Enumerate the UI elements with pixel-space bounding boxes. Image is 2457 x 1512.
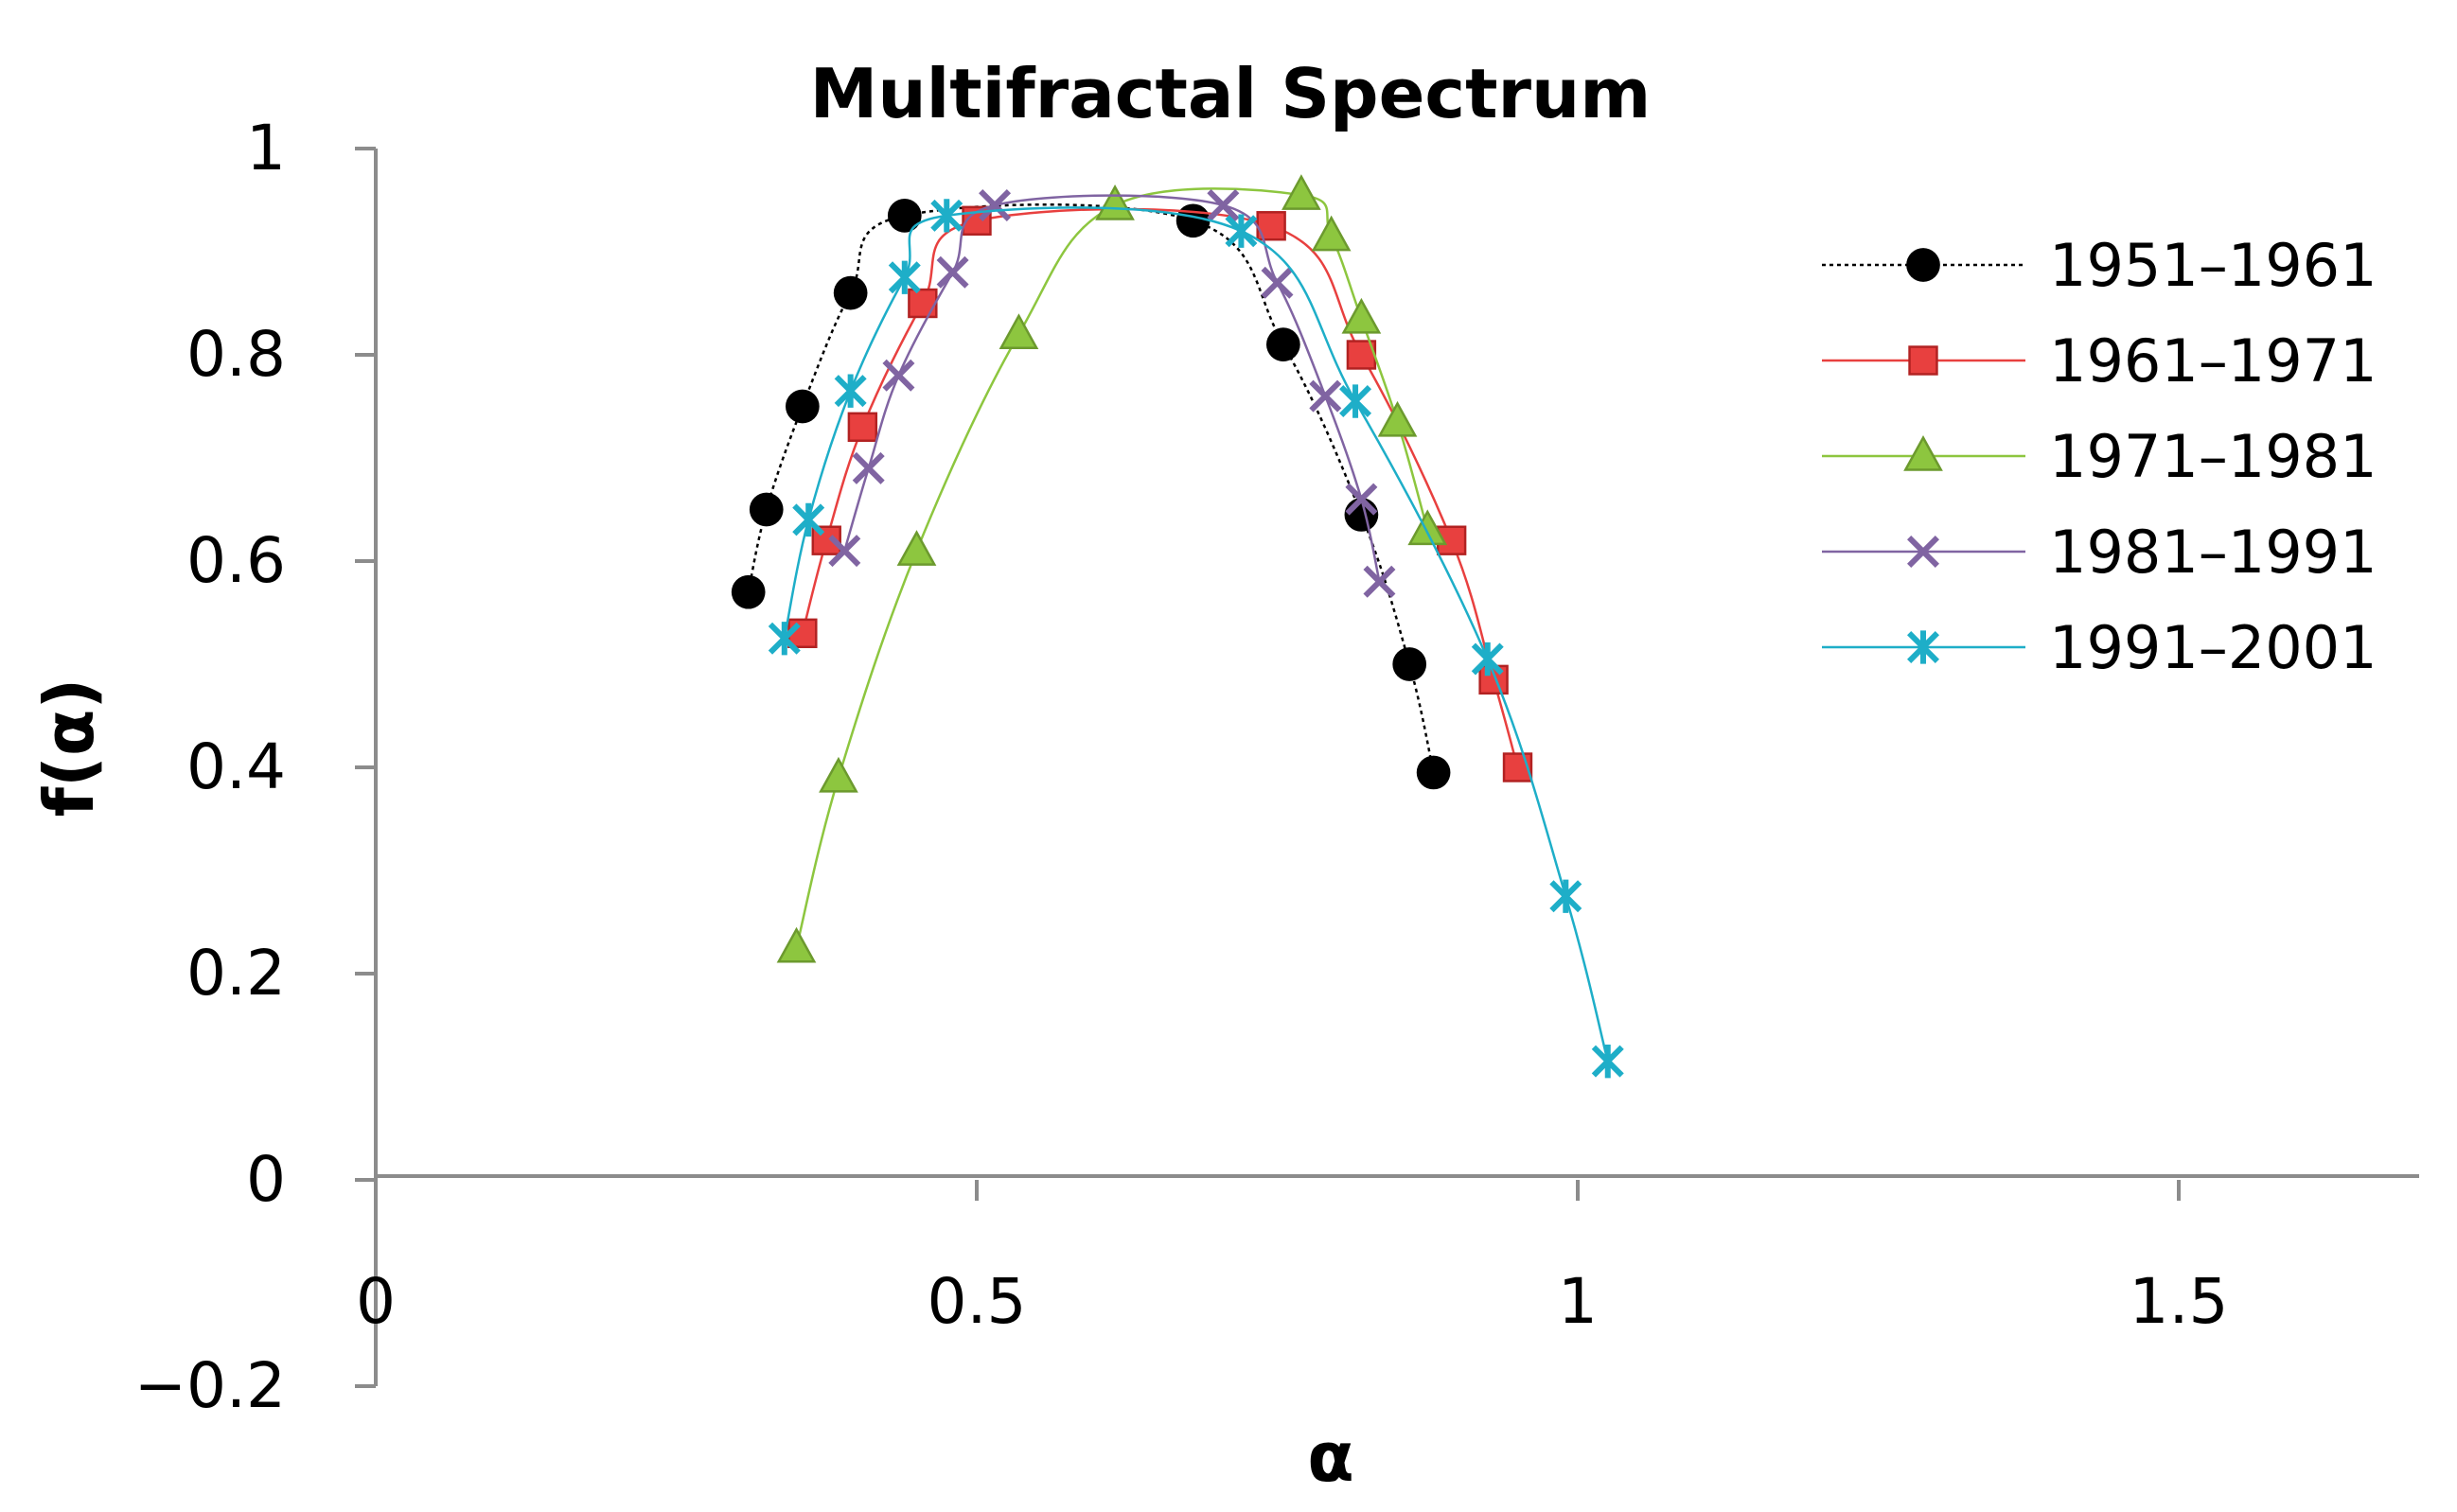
y-tick-label: 0.4 (186, 730, 286, 803)
y-tick-label: −0.2 (134, 1349, 286, 1422)
data-point (1416, 755, 1451, 790)
x-tick-label: 0.5 (928, 1265, 1027, 1338)
data-point (1436, 525, 1467, 555)
legend-label: 1971–1981 (2049, 422, 2377, 491)
data-point (786, 389, 820, 424)
data-point (1282, 174, 1321, 210)
y-tick-label: 0.2 (186, 937, 286, 1010)
x-tick-label: 1.5 (2130, 1265, 2229, 1338)
y-tick-label: 0 (246, 1143, 286, 1216)
legend-marker (1903, 435, 1943, 471)
legend-item: 1981–1991 (1822, 518, 2377, 587)
plot-area: −0.2 0 0.2 0.4 0.6 0.8 1 0 0.5 1 1.5 (134, 112, 2419, 1422)
series-line (801, 207, 1519, 768)
x-axis-label: α (1307, 1417, 1353, 1497)
legend-item: 1971–1981 (1822, 422, 2377, 491)
data-point (908, 288, 938, 319)
legend-label: 1981–1991 (2049, 518, 2377, 587)
series-1971-1981 (776, 174, 1448, 963)
data-point (1478, 664, 1509, 695)
data-point (1471, 642, 1504, 677)
y-tick-label: 1 (246, 112, 286, 185)
data-point (731, 574, 766, 609)
y-axis-ticks: −0.2 0 0.2 0.4 0.6 0.8 1 (134, 112, 376, 1422)
legend-marker (1908, 345, 1938, 376)
data-point (896, 530, 937, 566)
series-1991-2001 (768, 199, 1624, 1079)
data-point (1261, 266, 1294, 299)
data-point (1591, 1044, 1624, 1079)
data-point (749, 492, 784, 527)
x-tick-label: 0 (356, 1265, 396, 1338)
data-point (776, 926, 817, 963)
data-point (834, 374, 867, 408)
data-point (887, 199, 922, 233)
data-point (936, 255, 969, 289)
series-layer (731, 174, 1624, 1079)
series-1981-1991 (828, 188, 1396, 598)
data-point (1095, 184, 1135, 220)
chart-title: Multifractal Spectrum (810, 54, 1652, 133)
legend: 1951–1961 1961–1971 1971–1981 1981–1991 1991… (1822, 231, 2377, 682)
legend-label: 1991–2001 (2049, 613, 2377, 682)
legend-marker (1906, 248, 1940, 282)
data-point (930, 199, 963, 233)
data-point (819, 756, 858, 793)
legend-marker (1907, 630, 1939, 664)
data-point (1339, 384, 1372, 418)
data-point (1175, 203, 1211, 238)
y-tick-label: 0.8 (186, 318, 286, 391)
data-point (979, 188, 1012, 221)
data-point (1341, 297, 1382, 334)
data-point (999, 313, 1039, 349)
data-point (1345, 483, 1378, 516)
series-1961-1971 (787, 205, 1533, 782)
legend-label: 1951–1961 (2049, 231, 2377, 300)
legend-item: 1961–1971 (1822, 326, 2377, 396)
data-point (1392, 647, 1427, 681)
data-point (833, 275, 868, 310)
data-point (1363, 565, 1396, 598)
data-point (828, 535, 861, 568)
legend-marker (1907, 536, 1939, 568)
data-point (852, 451, 885, 484)
legend-item: 1991–2001 (1822, 613, 2377, 682)
legend-item: 1951–1961 (1822, 231, 2377, 300)
data-point (882, 359, 915, 392)
x-tick-label: 1 (1558, 1265, 1598, 1338)
data-point (1377, 400, 1418, 437)
data-point (1225, 214, 1258, 248)
series-line (843, 194, 1381, 583)
series-line (783, 206, 1609, 1062)
legend-label: 1961–1971 (2049, 326, 2377, 396)
data-point (888, 260, 921, 294)
data-point (847, 412, 878, 443)
data-point (1309, 379, 1342, 413)
y-axis-label: f(α) (29, 678, 109, 818)
x-axis-ticks: 0 0.5 1 1.5 (356, 1180, 2228, 1338)
data-point (1549, 879, 1582, 913)
data-point (768, 622, 801, 656)
data-point (1207, 188, 1240, 221)
data-point (1266, 327, 1300, 361)
data-point (1311, 215, 1352, 252)
data-point (1407, 509, 1448, 546)
data-point (792, 502, 825, 537)
series-1951-1961 (731, 199, 1451, 790)
y-tick-label: 0.6 (186, 524, 286, 597)
